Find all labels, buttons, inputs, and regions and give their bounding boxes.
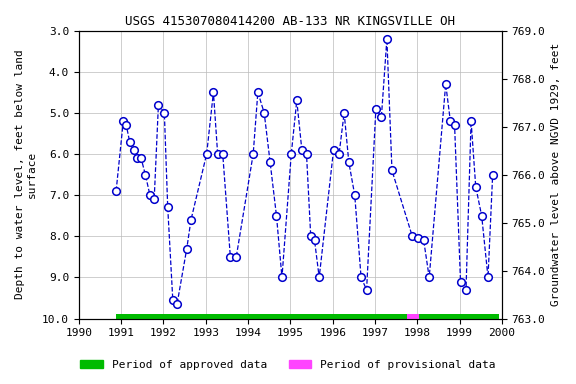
Y-axis label: Depth to water level, feet below land
surface: Depth to water level, feet below land su… [15,50,37,300]
Legend: Period of approved data, Period of provisional data: Period of approved data, Period of provi… [76,356,500,375]
Bar [116,314,407,323]
Y-axis label: Groundwater level above NGVD 1929, feet: Groundwater level above NGVD 1929, feet [551,43,561,306]
Title: USGS 415307080414200 AB-133 NR KINGSVILLE OH: USGS 415307080414200 AB-133 NR KINGSVILL… [126,15,456,28]
Bar [407,314,419,323]
Bar [419,314,499,323]
